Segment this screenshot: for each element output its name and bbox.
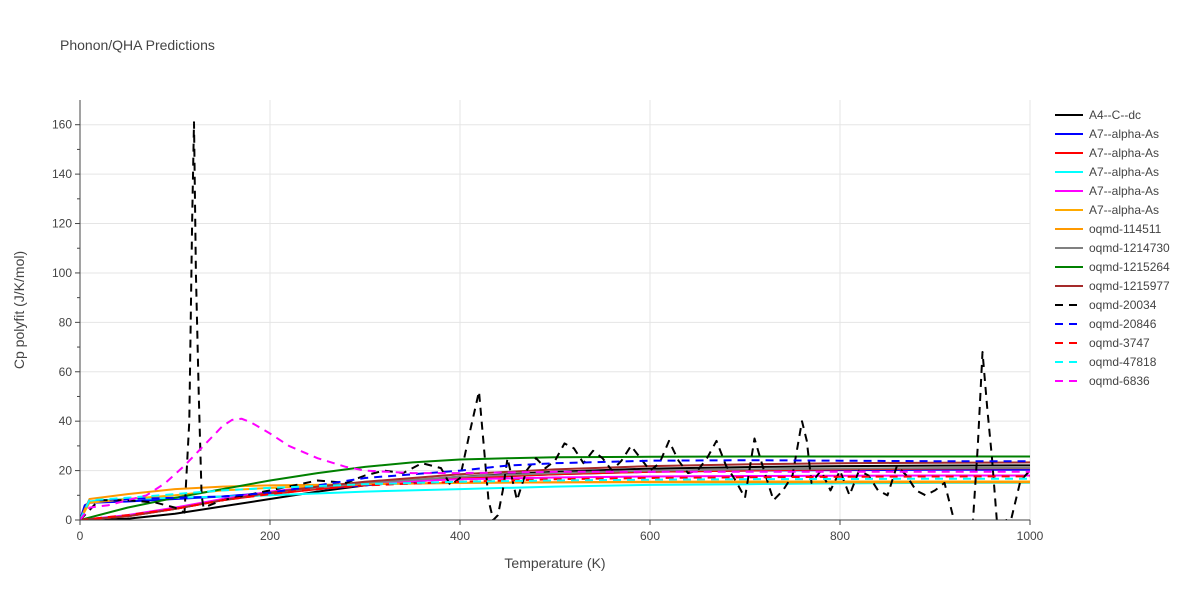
y-axis-title: Cp polyfit (J/K/mol) bbox=[11, 251, 27, 369]
series-line-13 bbox=[80, 477, 1030, 520]
x-ticks: 0 200 400 600 800 1000 bbox=[77, 520, 1044, 543]
legend-label-0[interactable]: A4--C--dc bbox=[1089, 108, 1141, 122]
y-tick-label: 80 bbox=[59, 315, 73, 329]
series-line-14 bbox=[80, 417, 1030, 520]
legend-label-6[interactable]: oqmd-114511 bbox=[1089, 222, 1162, 236]
legend-label-1[interactable]: A7--alpha-As bbox=[1089, 127, 1159, 141]
legend-label-5[interactable]: A7--alpha-As bbox=[1089, 203, 1159, 217]
legend-label-9[interactable]: oqmd-1215977 bbox=[1089, 279, 1170, 293]
y-tick-label: 100 bbox=[52, 266, 72, 280]
x-tick-label: 600 bbox=[640, 529, 660, 543]
y-tick-label: 0 bbox=[65, 513, 72, 527]
legend-label-11[interactable]: oqmd-20846 bbox=[1089, 317, 1157, 331]
series-line-6 bbox=[80, 481, 1030, 520]
legend[interactable]: A4--C--dc A7--alpha-As A7--alpha-As A7--alp… bbox=[1055, 108, 1170, 388]
legend-label-7[interactable]: oqmd-1214730 bbox=[1089, 241, 1170, 255]
y-tick-label: 160 bbox=[52, 118, 72, 132]
y-tick-label: 140 bbox=[52, 167, 72, 181]
y-tick-label: 60 bbox=[59, 365, 73, 379]
legend-label-10[interactable]: oqmd-20034 bbox=[1089, 298, 1157, 312]
series-line-12 bbox=[80, 475, 1030, 520]
legend-label-13[interactable]: oqmd-47818 bbox=[1089, 355, 1157, 369]
chart-title: Phonon/QHA Predictions bbox=[60, 37, 215, 53]
series-line-10 bbox=[80, 121, 1030, 520]
series-group bbox=[80, 121, 1030, 520]
y-tick-label: 40 bbox=[59, 414, 73, 428]
legend-label-12[interactable]: oqmd-3747 bbox=[1089, 336, 1150, 350]
x-tick-label: 800 bbox=[830, 529, 850, 543]
series-line-8 bbox=[80, 455, 1030, 520]
legend-label-4[interactable]: A7--alpha-As bbox=[1089, 184, 1159, 198]
x-tick-label: 200 bbox=[260, 529, 280, 543]
x-tick-label: 1000 bbox=[1017, 529, 1044, 543]
x-axis-title: Temperature (K) bbox=[504, 555, 605, 571]
legend-label-14[interactable]: oqmd-6836 bbox=[1089, 374, 1150, 388]
y-tick-label: 120 bbox=[52, 217, 72, 231]
legend-label-2[interactable]: A7--alpha-As bbox=[1089, 146, 1159, 160]
legend-label-8[interactable]: oqmd-1215264 bbox=[1089, 260, 1170, 274]
x-tick-label: 0 bbox=[77, 529, 84, 543]
y-ticks: 0 20 40 60 80 100 120 140 160 bbox=[52, 118, 80, 527]
legend-label-3[interactable]: A7--alpha-As bbox=[1089, 165, 1159, 179]
y-tick-label: 20 bbox=[59, 464, 73, 478]
x-tick-label: 400 bbox=[450, 529, 470, 543]
grid bbox=[80, 100, 1031, 520]
